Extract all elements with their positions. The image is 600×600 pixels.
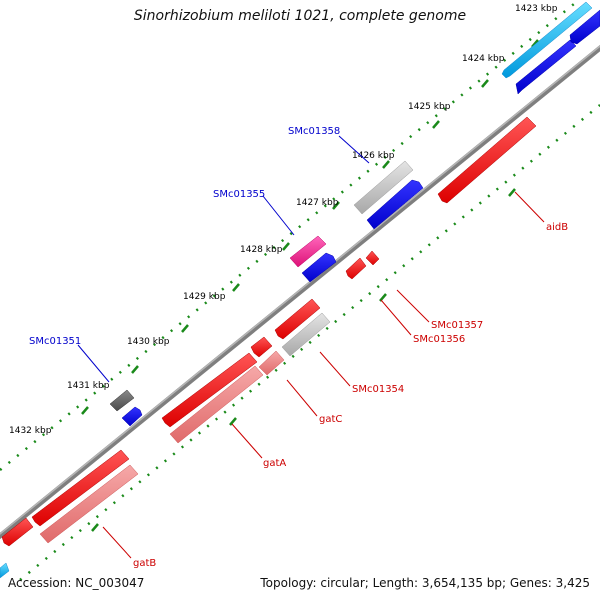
kbp-label: 1430 kbp <box>127 337 170 347</box>
gene-gata[interactable] <box>161 352 258 428</box>
gene-aidb[interactable] <box>437 116 537 204</box>
callout-line <box>380 299 412 336</box>
kbp-label: 1424 kbp <box>462 54 505 64</box>
callout-line <box>262 195 295 236</box>
gene-label-gatb[interactable]: gatB <box>133 558 156 569</box>
gene-red-1429[interactable] <box>274 298 321 340</box>
gene-blue-arrow-top[interactable] <box>569 9 600 45</box>
gene-smc01351[interactable] <box>109 389 135 412</box>
gene-gatc[interactable] <box>250 336 273 358</box>
gene-smc01355[interactable] <box>289 235 327 268</box>
gene-salmon-gatb[interactable] <box>39 464 139 544</box>
gene-gatb[interactable] <box>31 449 130 527</box>
callout-line <box>77 344 110 383</box>
gene-label-smc01356[interactable]: SMc01356 <box>413 334 465 345</box>
inner-tick-row <box>19 104 600 581</box>
gene-label-smc01355[interactable]: SMc01355 <box>213 189 265 200</box>
gene-label-smc01351[interactable]: SMc01351 <box>29 336 81 347</box>
kbp-label: 1425 kbp <box>408 102 451 112</box>
map-title: Sinorhizobium meliloti 1021, complete ge… <box>133 8 467 24</box>
outer-tick-row <box>0 0 581 471</box>
gene-smc01358[interactable] <box>353 160 414 215</box>
callout-line <box>319 351 351 387</box>
callout-line <box>514 191 545 223</box>
gene-label-smc01354[interactable]: SMc01354 <box>352 384 404 395</box>
gene-smc01357[interactable] <box>365 250 380 266</box>
gene-smc01356[interactable] <box>345 257 367 280</box>
gene-red-edge[interactable] <box>1 517 34 547</box>
gene-blue-1426[interactable] <box>366 179 424 230</box>
callout-line <box>102 526 132 559</box>
kbp-label: 1429 kbp <box>183 292 226 302</box>
callout-line <box>396 289 430 323</box>
gene-salmon-gata[interactable] <box>169 365 264 444</box>
genome-backbone <box>0 44 600 540</box>
genome-summary: Topology: circular; Length: 3,654,135 bp… <box>260 576 590 590</box>
kbp-label: 1432 kbp <box>9 426 52 436</box>
genome-backbone-highlight <box>0 45 600 535</box>
callout-line <box>286 379 318 417</box>
accession-text: Accession: NC_003047 <box>8 576 145 590</box>
gene-cyan-edge[interactable] <box>0 562 10 579</box>
gene-smc01354[interactable] <box>281 312 331 357</box>
gene-blue-1428[interactable] <box>301 252 337 283</box>
callout-line <box>231 423 263 459</box>
gene-cyan-top[interactable] <box>501 1 593 79</box>
kbp-label: 1426 kbp <box>352 151 395 161</box>
gene-salmon-gatc[interactable] <box>258 350 285 376</box>
gene-label-gata[interactable]: gatA <box>263 458 286 469</box>
gene-label-gatc[interactable]: gatC <box>319 414 342 425</box>
gene-label-aidb[interactable]: aidB <box>546 222 568 233</box>
gene-blue-1431[interactable] <box>121 406 143 427</box>
kbp-label: 1423 kbp <box>515 4 558 14</box>
callout-line <box>338 135 370 164</box>
gene-label-smc01357[interactable]: SMc01357 <box>431 320 483 331</box>
kbp-label: 1428 kbp <box>240 245 283 255</box>
major-ticks <box>81 39 539 532</box>
kbp-label: 1431 kbp <box>67 381 110 391</box>
gene-blue-top[interactable] <box>515 39 577 95</box>
kbp-label: 1427 kbp <box>296 198 339 208</box>
gene-label-smc01358[interactable]: SMc01358 <box>288 126 340 137</box>
